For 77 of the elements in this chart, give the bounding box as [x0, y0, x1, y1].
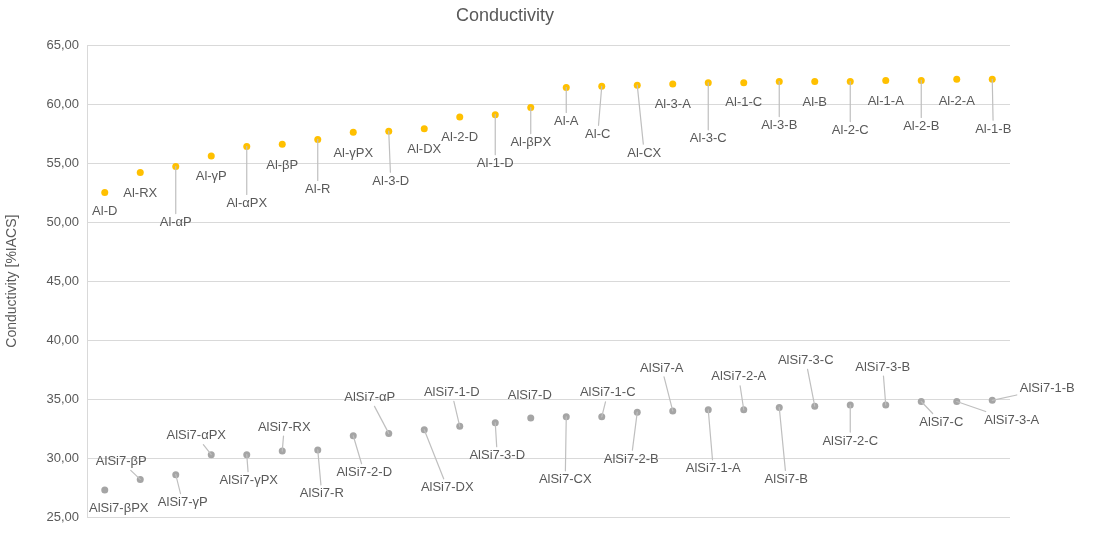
y-tick-label: 50,00 — [46, 213, 79, 229]
data-label: AlSi7-γPX — [219, 472, 279, 488]
data-label: AlSi7-1-D — [423, 383, 480, 399]
point — [740, 79, 748, 87]
data-label: AlSi7-3-B — [855, 358, 911, 374]
y-tick-label: 35,00 — [46, 390, 79, 406]
data-label: AlSi7-2-B — [603, 450, 659, 466]
data-label: Al-D — [92, 203, 118, 219]
y-tick-label: 25,00 — [46, 508, 79, 524]
data-label: AlSi7-2-C — [822, 432, 879, 448]
data-label: Al-3-B — [761, 117, 798, 133]
data-label: AlSi7-1-B — [1019, 379, 1075, 395]
data-label: Al-2-C — [831, 122, 869, 138]
y-tick-label: 65,00 — [46, 36, 79, 52]
y-tick-label: 60,00 — [46, 95, 79, 111]
point — [669, 80, 677, 88]
data-label: Al-3-D — [372, 172, 410, 188]
data-label: AlSi7-D — [507, 386, 552, 402]
data-label: AlSi7-C — [919, 414, 964, 430]
data-label: AlSi7-αP — [344, 388, 396, 404]
point — [811, 78, 819, 86]
data-label: Al-αPX — [226, 195, 268, 211]
data-label: AlSi7-R — [299, 485, 344, 501]
data-label: Al-B — [802, 94, 828, 110]
point — [349, 128, 357, 136]
point — [456, 113, 464, 121]
y-tick-label: 40,00 — [46, 331, 79, 347]
data-label: AlSi7-2-A — [711, 368, 767, 384]
data-label: Al-αP — [159, 214, 192, 230]
data-label: Al-2-A — [938, 92, 976, 108]
data-label: AlSi7-βP — [95, 453, 147, 468]
data-label: Al-2-D — [441, 128, 479, 144]
data-label: AlSi7-1-A — [685, 460, 742, 476]
point — [953, 75, 961, 83]
data-label: Al-1-B — [975, 120, 1012, 136]
data-label: AlSi7-γP — [157, 494, 208, 510]
data-label: AlSi7-2-D — [336, 464, 393, 480]
chart-title: Conductivity — [455, 4, 555, 25]
data-label: AlSi7-B — [764, 470, 808, 486]
y-tick-label: 45,00 — [46, 272, 79, 288]
point — [527, 414, 535, 422]
point — [882, 76, 890, 84]
data-label: Al-A — [553, 113, 579, 129]
data-label: AlSi7-βPX — [89, 499, 149, 515]
data-label: AlSi7-A — [640, 359, 684, 375]
data-label: Al-DX — [407, 141, 442, 157]
data-label: AlSi7-3-C — [777, 351, 834, 367]
data-label: Al-2-B — [903, 117, 940, 133]
data-label: AlSi7-RX — [257, 418, 311, 434]
data-label: Al-3-C — [689, 130, 727, 146]
data-label: Al-RX — [123, 185, 158, 201]
y-tick-label: 55,00 — [46, 154, 79, 170]
data-label: AlSi7-1-C — [579, 384, 636, 400]
data-label: Al-βPX — [510, 134, 552, 150]
data-label: AlSi7-αPX — [166, 427, 227, 443]
point — [136, 168, 144, 176]
data-label: Al-1-D — [476, 155, 514, 171]
point — [420, 125, 428, 133]
data-label: AlSi7-3-A — [984, 412, 1040, 428]
data-label: Al-1-A — [867, 92, 905, 108]
data-label: AlSi7-CX — [538, 471, 592, 487]
data-label: Al-1-C — [725, 94, 763, 110]
data-label: Al-R — [305, 181, 331, 197]
data-label: Al-γPX — [333, 144, 374, 160]
point — [101, 189, 109, 197]
point — [207, 152, 215, 160]
y-tick-label: 30,00 — [46, 449, 79, 465]
data-label: AlSi7-DX — [420, 479, 474, 495]
data-label: Al-γP — [195, 167, 227, 183]
y-axis-title: Conductivity [%IACS] — [3, 214, 20, 348]
data-label: Al-3-A — [654, 95, 692, 111]
point — [278, 140, 286, 148]
data-label: Al-βP — [266, 156, 299, 172]
point — [101, 486, 109, 494]
data-label: Al-C — [585, 125, 611, 141]
data-label: Al-CX — [627, 144, 662, 160]
data-label: AlSi7-3-D — [469, 447, 526, 463]
